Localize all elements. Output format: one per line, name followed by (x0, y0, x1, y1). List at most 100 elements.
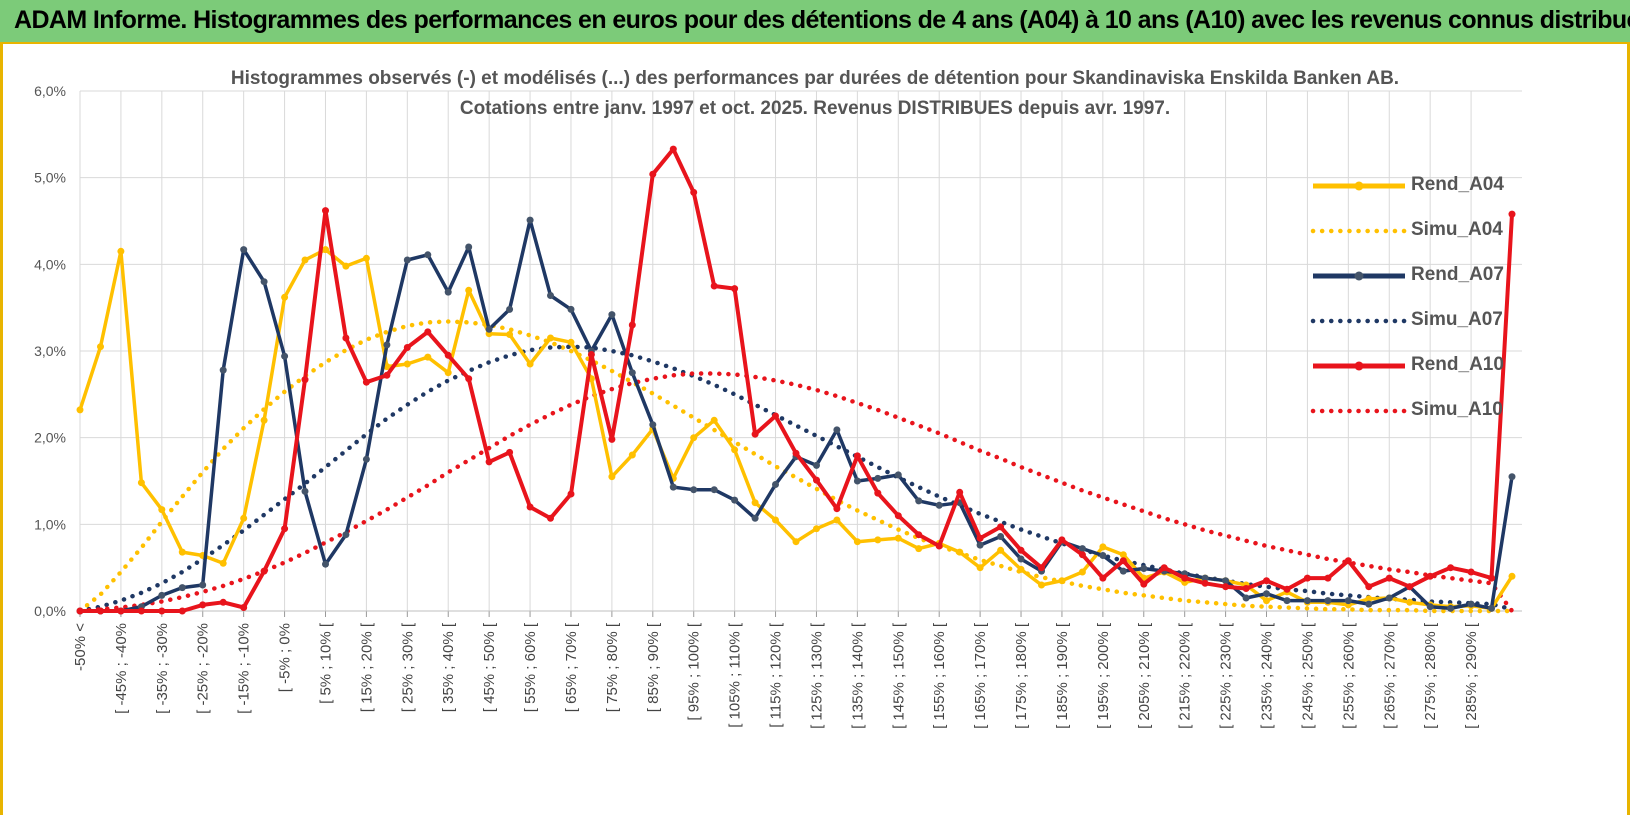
data-point-rend-a04 (506, 331, 514, 338)
x-tick-label: [ -5% ; 0% (277, 623, 294, 692)
chart-title: Histogrammes observés (-) et modélisés (… (230, 68, 1400, 89)
data-point-rend-a07 (1263, 590, 1270, 598)
data-point-rend-a10 (669, 145, 677, 153)
data-point-rend-a07 (1426, 603, 1434, 611)
data-point-rend-a10 (587, 351, 595, 358)
data-point-rend-a04 (1508, 572, 1516, 580)
data-point-rend-a04 (1406, 598, 1414, 606)
data-point-rend-a10 (526, 503, 534, 511)
x-tick-label: [ 75% ; 80% [ (604, 622, 621, 712)
data-point-rend-a04 (894, 534, 902, 542)
x-tick-label: [ 125% ; 130% [ (808, 622, 825, 729)
data-point-rend-a04 (751, 499, 759, 507)
data-point-rend-a10 (137, 607, 145, 615)
data-point-rend-a07 (1140, 565, 1148, 572)
y-tick-label: 1,0% (34, 516, 66, 532)
x-tick-label: [ 165% ; 170% [ (972, 622, 989, 729)
data-point-rend-a07 (1385, 594, 1393, 602)
x-tick-label: [ 105% ; 110% [ (727, 622, 744, 728)
data-point-rend-a07 (608, 311, 616, 319)
data-point-rend-a10 (567, 490, 575, 498)
data-point-rend-a07 (383, 341, 391, 349)
data-point-rend-a07 (997, 533, 1005, 540)
y-tick-label: 0,0% (34, 603, 66, 619)
x-tick-label: [ 265% ; 270% [ (1381, 622, 1398, 729)
x-tick-label: -50% < (72, 623, 89, 671)
data-point-rend-a10 (1242, 585, 1250, 592)
data-point-rend-a07 (301, 487, 309, 495)
data-point-rend-a07 (833, 426, 841, 434)
y-tick-label: 5,0% (34, 170, 66, 186)
data-point-rend-a04 (1078, 568, 1086, 576)
data-point-rend-a10 (1160, 564, 1168, 572)
data-point-rend-a10 (772, 412, 779, 420)
data-point-rend-a10 (1365, 583, 1373, 591)
data-point-rend-a04 (1017, 565, 1025, 573)
x-tick-label: [ 155% ; 160% [ (931, 622, 948, 729)
data-point-rend-a07 (649, 421, 657, 429)
data-point-rend-a07 (240, 246, 248, 254)
x-tick-label: [ 235% ; 240% [ (1259, 622, 1276, 729)
x-tick-label: [ 5% ; 10% [ (317, 622, 334, 704)
data-point-rend-a07 (322, 560, 329, 568)
data-point-rend-a07 (281, 352, 289, 360)
data-point-rend-a04 (281, 293, 289, 301)
data-point-rend-a07 (690, 486, 698, 494)
data-point-rend-a10 (1426, 572, 1434, 580)
data-point-rend-a04 (76, 406, 84, 414)
data-point-rend-a04 (158, 506, 166, 514)
y-tick-label: 2,0% (34, 430, 66, 446)
x-tick-label: [ 65% ; 70% [ (563, 622, 580, 712)
data-point-rend-a04 (465, 286, 473, 294)
data-point-rend-a10 (1038, 564, 1045, 572)
data-point-rend-a07 (751, 514, 759, 522)
x-tick-label: [ 55% ; 60% [ (522, 622, 539, 712)
data-point-rend-a04 (342, 262, 350, 270)
data-point-rend-a07 (813, 461, 820, 469)
data-point-rend-a10 (1181, 574, 1189, 582)
legend-marker-rend-a04 (1354, 181, 1364, 191)
x-tick-label: [ 255% ; 260% [ (1340, 622, 1357, 729)
data-point-rend-a07 (1242, 594, 1250, 602)
series-line-simu-a07 (77, 344, 1515, 614)
data-point-rend-a07 (1488, 604, 1495, 612)
data-point-rend-a10 (424, 328, 432, 336)
data-point-rend-a04 (710, 416, 718, 424)
data-point-rend-a07 (526, 216, 534, 224)
data-point-rend-a10 (383, 371, 391, 379)
data-point-rend-a07 (465, 243, 473, 251)
data-point-rend-a04 (1365, 595, 1373, 603)
data-point-rend-a04 (117, 247, 125, 255)
x-tick-label: [ 285% ; 290% [ (1463, 622, 1480, 729)
data-point-rend-a10 (178, 607, 186, 615)
data-point-rend-a10 (649, 170, 657, 178)
data-point-rend-a04 (772, 516, 779, 524)
x-tick-label: [ -25% ; -20% (195, 623, 212, 714)
data-point-rend-a04 (567, 338, 575, 346)
data-point-rend-a07 (219, 366, 227, 374)
data-point-rend-a10 (894, 512, 902, 520)
header-title: ADAM Informe. Histogrammes des performan… (14, 6, 1630, 34)
legend-label-simu-a04: Simu_A04 (1411, 219, 1503, 240)
data-point-rend-a10 (199, 601, 207, 609)
x-tick-label: [ 275% ; 280% [ (1422, 622, 1439, 729)
data-point-rend-a10 (1488, 574, 1495, 582)
data-point-rend-a07 (547, 292, 554, 299)
data-point-rend-a04 (137, 479, 145, 487)
data-point-rend-a04 (731, 446, 739, 454)
data-point-rend-a04 (833, 516, 841, 524)
data-point-rend-a10 (1344, 557, 1352, 565)
data-point-rend-a07 (567, 305, 575, 313)
data-point-rend-a07 (853, 477, 861, 485)
data-point-rend-a10 (690, 188, 698, 196)
data-point-rend-a04 (813, 525, 820, 533)
x-tick-label: [ 135% ; 140% [ (849, 622, 866, 729)
data-point-rend-a04 (628, 451, 636, 459)
data-point-rend-a07 (485, 325, 493, 333)
data-point-rend-a10 (608, 435, 616, 443)
data-point-rend-a10 (935, 542, 943, 550)
data-point-rend-a07 (1508, 473, 1516, 481)
x-tick-label: [ -15% ; -10% (236, 623, 253, 714)
x-tick-label: [ 245% ; 250% [ (1299, 622, 1316, 729)
